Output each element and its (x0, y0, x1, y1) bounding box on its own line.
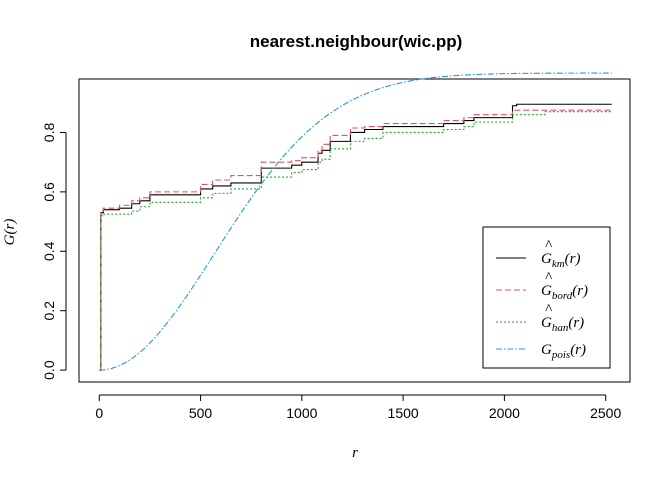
x-tick-label: 1500 (388, 405, 419, 421)
legend: Gkm(r)^Gbord(r)^Ghan(r)^Gpois(r) (482, 226, 611, 369)
plot-frame (78, 78, 631, 383)
x-axis: 0 500 1000 1500 2000 2500 (95, 394, 621, 421)
legend-label-bord: Gbord(r) (541, 283, 588, 302)
x-axis-label: r (352, 445, 358, 461)
y-axis: 0.0 0.2 0.4 0.6 0.8 (41, 123, 67, 380)
x-tick-label: 500 (189, 405, 213, 421)
legend-hat-km: ^ (545, 238, 553, 254)
x-tick-label: 1000 (286, 405, 317, 421)
legend-label-pois: Gpois(r) (541, 342, 586, 361)
y-axis-label: G(r) (2, 219, 18, 246)
series-line-bord (99, 109, 612, 371)
series-line-pois (99, 72, 612, 371)
series-layer (99, 72, 612, 371)
legend-hat-han: ^ (545, 302, 553, 318)
y-tick-label: 0.2 (41, 301, 57, 321)
y-tick-label: 0.8 (41, 123, 57, 143)
series-line-han (99, 111, 612, 371)
y-tick-label: 0.0 (41, 360, 57, 380)
legend-label-han: Ghan(r) (541, 315, 584, 334)
legend-hat-bord: ^ (545, 270, 553, 286)
legend-box (482, 226, 611, 369)
y-tick-label: 0.4 (41, 241, 57, 261)
x-tick-label: 0 (95, 405, 103, 421)
legend-label-km: Gkm(r) (541, 251, 581, 270)
x-tick-label: 2500 (590, 405, 621, 421)
y-tick-label: 0.6 (41, 182, 57, 202)
x-tick-label: 2000 (489, 405, 520, 421)
chart-title: nearest.neighbour(wic.pp) (250, 32, 463, 51)
